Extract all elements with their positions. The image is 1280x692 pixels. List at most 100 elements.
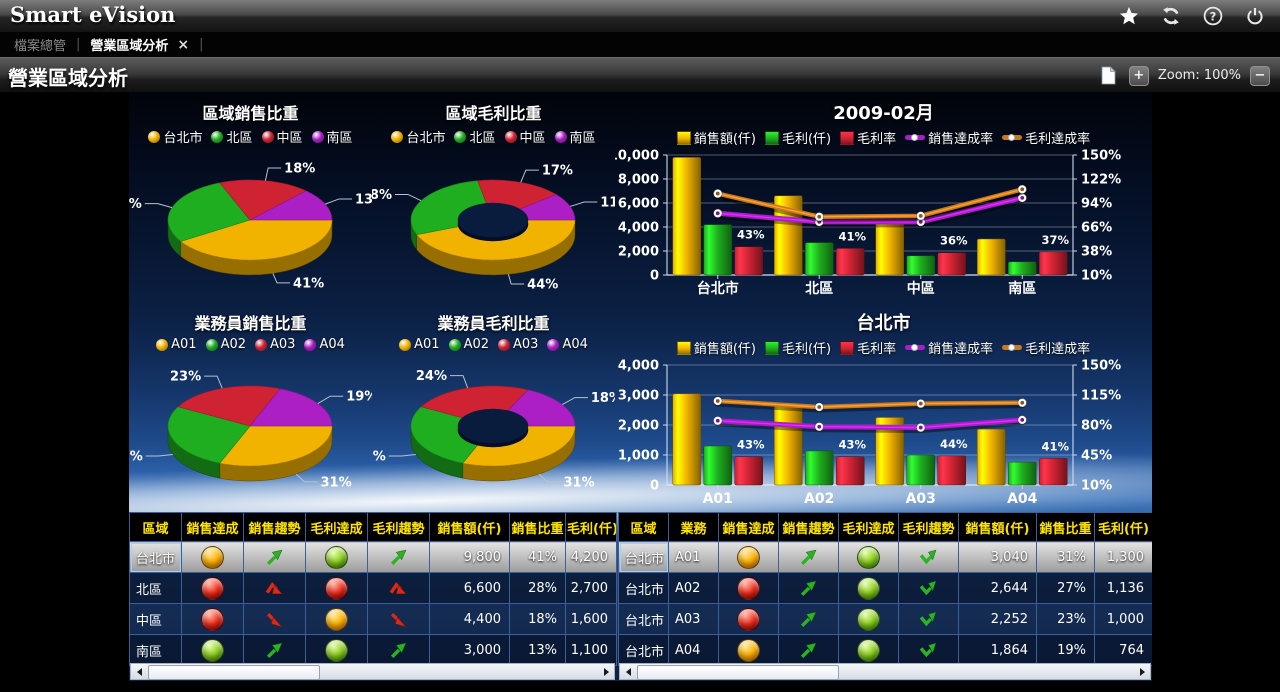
left-axis-tick: 4,000 — [618, 359, 659, 374]
new-document-icon[interactable] — [1098, 65, 1120, 87]
bar-銷售額(仟)[interactable] — [875, 221, 904, 276]
column-header[interactable]: 毛利(仟) — [1094, 512, 1152, 542]
tab-file-explorer[interactable]: 檔案總管 — [14, 39, 67, 54]
bar-銷售額(仟)[interactable] — [977, 428, 1006, 486]
column-header[interactable]: 銷售達成 — [181, 512, 244, 542]
left-axis-tick: 8,000 — [618, 173, 659, 188]
table-row[interactable]: 北區 6,600 28% 2,700 — [129, 572, 617, 604]
left-axis-tick: 4,000 — [618, 221, 659, 236]
bar-毛利(仟)[interactable] — [1008, 261, 1037, 276]
orange-status-light-icon — [325, 607, 348, 631]
bar-毛利率[interactable] — [836, 456, 865, 486]
bar-銷售額(仟)[interactable] — [672, 157, 701, 276]
tables-row: 區域 銷售達成 銷售趨勢 毛利達成 毛利趨勢 銷售額(仟) 銷售比重 毛利(仟) 台北市 9,80… — [129, 512, 1152, 681]
pie-slice[interactable] — [219, 179, 307, 221]
bar-value-label: 41% — [1041, 439, 1069, 453]
zoom-in-button[interactable]: + — [1128, 65, 1149, 86]
pie-slice[interactable] — [249, 190, 333, 221]
table-header-row: 區域 業務 銷售達成 銷售趨勢 毛利達成 毛利趨勢 銷售額(仟) 銷售比重 毛利(仟) — [618, 512, 1152, 542]
category-label: A02 — [804, 491, 834, 507]
bar-銷售額(仟)[interactable] — [774, 195, 803, 276]
bar-毛利(仟)[interactable] — [703, 445, 732, 486]
legend-item: 銷售額(仟) — [676, 338, 756, 357]
refresh-icon[interactable] — [1160, 5, 1182, 27]
bar-毛利率[interactable] — [1039, 251, 1068, 276]
column-header[interactable]: 銷售比重 — [1036, 512, 1095, 542]
category-label: 南區 — [1008, 280, 1036, 297]
column-header[interactable]: 銷售趨勢 — [778, 512, 839, 542]
column-header[interactable]: 銷售比重 — [509, 512, 566, 542]
bar-毛利(仟)[interactable] — [906, 454, 935, 486]
scrollbar-thumb[interactable] — [637, 665, 839, 680]
scroll-left-arrow-icon[interactable] — [131, 664, 147, 679]
column-header[interactable]: 銷售額(仟) — [429, 512, 510, 542]
cell-value: 28% — [509, 572, 566, 604]
bar-毛利率[interactable] — [734, 246, 763, 276]
column-header[interactable]: 銷售趨勢 — [243, 512, 306, 542]
cell-value: 1,864 — [958, 634, 1037, 666]
cell-text: A04 — [668, 634, 719, 666]
table-row[interactable]: 南區 3,000 13% 1,100 — [129, 634, 617, 666]
horizontal-scrollbar[interactable] — [619, 663, 1151, 680]
legend-item: 台北市 — [391, 127, 445, 146]
table-row[interactable]: 台北市 A02 2,644 27% 1,136 — [618, 572, 1152, 604]
column-header[interactable]: 毛利(仟) — [565, 512, 617, 542]
pie-slice[interactable] — [249, 388, 333, 427]
bar-毛利率[interactable] — [836, 248, 865, 276]
tab-sales-region-analysis[interactable]: 營業區域分析 × — [90, 35, 190, 55]
column-header[interactable]: 區域 — [129, 512, 182, 542]
bar-毛利率[interactable] — [1039, 458, 1068, 486]
bar-銷售額(仟)[interactable] — [875, 417, 904, 486]
table-row[interactable]: 台北市 A03 2,252 23% 1,000 — [618, 603, 1152, 635]
pie-slice[interactable] — [219, 425, 333, 467]
column-header[interactable]: 業務 — [668, 512, 719, 542]
table-row[interactable]: 台北市 9,800 41% 4,200 — [129, 541, 617, 573]
tabbar: 檔案總管 | 營業區域分析 × | — [0, 32, 1280, 57]
bar-毛利率[interactable] — [937, 252, 966, 276]
pie-slice[interactable] — [167, 406, 251, 464]
horizontal-scrollbar[interactable] — [130, 663, 615, 680]
favorites-star-icon[interactable] — [1118, 5, 1140, 27]
table-row[interactable]: 台北市 A01 3,040 31% 1,300 — [618, 541, 1152, 573]
pie-slice[interactable] — [177, 385, 281, 427]
column-header[interactable]: 毛利趨勢 — [367, 512, 430, 542]
cell-status — [305, 603, 368, 635]
bar-毛利(仟)[interactable] — [805, 450, 834, 486]
left-axis-tick: 2,000 — [618, 245, 659, 260]
column-header[interactable]: 毛利達成 — [305, 512, 368, 542]
scrollbar-thumb[interactable] — [148, 665, 320, 680]
pie-slice-label: 17% — [542, 164, 573, 179]
cell-text: A01 — [668, 541, 719, 573]
help-icon[interactable]: ? — [1202, 5, 1224, 27]
bar-銷售額(仟)[interactable] — [977, 238, 1006, 276]
column-header[interactable]: 區域 — [618, 512, 669, 542]
cell-value: 3,000 — [429, 634, 510, 666]
column-header[interactable]: 銷售達成 — [718, 512, 779, 542]
power-icon[interactable] — [1244, 5, 1266, 27]
table-row[interactable]: 台北市 A04 1,864 19% 764 — [618, 634, 1152, 666]
bar-毛利率[interactable] — [937, 455, 966, 486]
scroll-right-arrow-icon[interactable] — [1134, 664, 1150, 679]
column-header[interactable]: 毛利達成 — [838, 512, 899, 542]
bar-銷售額(仟)[interactable] — [774, 405, 803, 486]
bar-毛利(仟)[interactable] — [1008, 461, 1037, 486]
table-row[interactable]: 中區 4,400 18% 1,600 — [129, 603, 617, 635]
trend-up-arrow-icon — [266, 642, 283, 658]
bar-毛利率[interactable] — [734, 456, 763, 486]
legend-swatch-icon — [840, 130, 855, 145]
tab-close-icon[interactable]: × — [177, 36, 190, 53]
green-status-light-icon — [857, 607, 880, 631]
bar-銷售額(仟)[interactable] — [672, 393, 701, 486]
column-header[interactable]: 銷售額(仟) — [958, 512, 1037, 542]
scroll-left-arrow-icon[interactable] — [620, 664, 636, 679]
bar-毛利(仟)[interactable] — [805, 242, 834, 276]
pie-slice-label: 19% — [346, 390, 372, 405]
zoom-out-button[interactable]: − — [1250, 65, 1270, 86]
column-header[interactable]: 毛利趨勢 — [898, 512, 959, 542]
cell-trend — [898, 541, 959, 573]
bar-毛利(仟)[interactable] — [906, 255, 935, 276]
bar-毛利(仟)[interactable] — [703, 224, 732, 276]
cell-text: 台北市 — [618, 572, 669, 604]
combo-svg: 0 10% 1,000 45% 2,000 80% 3,000 115% 4,000 150% 43… — [618, 359, 1121, 508]
scroll-right-arrow-icon[interactable] — [598, 664, 614, 679]
